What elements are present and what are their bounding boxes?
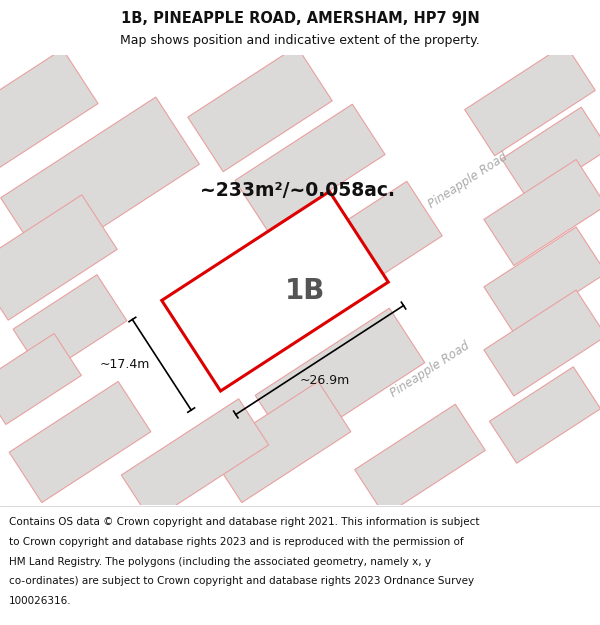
Polygon shape — [255, 308, 425, 450]
Polygon shape — [121, 399, 269, 521]
Polygon shape — [0, 49, 98, 169]
Text: Pineapple Road: Pineapple Road — [426, 151, 510, 211]
Polygon shape — [188, 46, 332, 172]
Text: ~26.9m: ~26.9m — [299, 374, 350, 387]
Text: ~233m²/~0.058ac.: ~233m²/~0.058ac. — [200, 181, 395, 199]
Polygon shape — [490, 367, 600, 463]
Text: Map shows position and indicative extent of the property.: Map shows position and indicative extent… — [120, 34, 480, 47]
Polygon shape — [502, 107, 600, 201]
Text: HM Land Registry. The polygons (including the associated geometry, namely x, y: HM Land Registry. The polygons (includin… — [9, 557, 431, 567]
Polygon shape — [484, 227, 600, 333]
Polygon shape — [0, 195, 117, 320]
Polygon shape — [74, 8, 600, 507]
Polygon shape — [355, 404, 485, 516]
Polygon shape — [484, 159, 600, 266]
Polygon shape — [9, 381, 151, 503]
Text: 1B, PINEAPPLE ROAD, AMERSHAM, HP7 9JN: 1B, PINEAPPLE ROAD, AMERSHAM, HP7 9JN — [121, 11, 479, 26]
Text: 1B: 1B — [285, 278, 325, 305]
Polygon shape — [0, 73, 600, 559]
Text: co-ordinates) are subject to Crown copyright and database rights 2023 Ordnance S: co-ordinates) are subject to Crown copyr… — [9, 576, 474, 586]
Polygon shape — [484, 290, 600, 396]
Text: Contains OS data © Crown copyright and database right 2021. This information is : Contains OS data © Crown copyright and d… — [9, 517, 479, 527]
Text: to Crown copyright and database rights 2023 and is reproduced with the permissio: to Crown copyright and database rights 2… — [9, 537, 464, 547]
Polygon shape — [209, 381, 351, 503]
Polygon shape — [0, 334, 82, 424]
Polygon shape — [13, 275, 127, 375]
Text: 100026316.: 100026316. — [9, 596, 71, 606]
Polygon shape — [465, 44, 595, 156]
Polygon shape — [298, 181, 442, 307]
Polygon shape — [162, 191, 388, 391]
Polygon shape — [235, 104, 385, 231]
Polygon shape — [1, 97, 199, 265]
Text: Pineapple Road: Pineapple Road — [388, 339, 472, 401]
Polygon shape — [24, 130, 600, 625]
Text: ~17.4m: ~17.4m — [100, 358, 150, 371]
